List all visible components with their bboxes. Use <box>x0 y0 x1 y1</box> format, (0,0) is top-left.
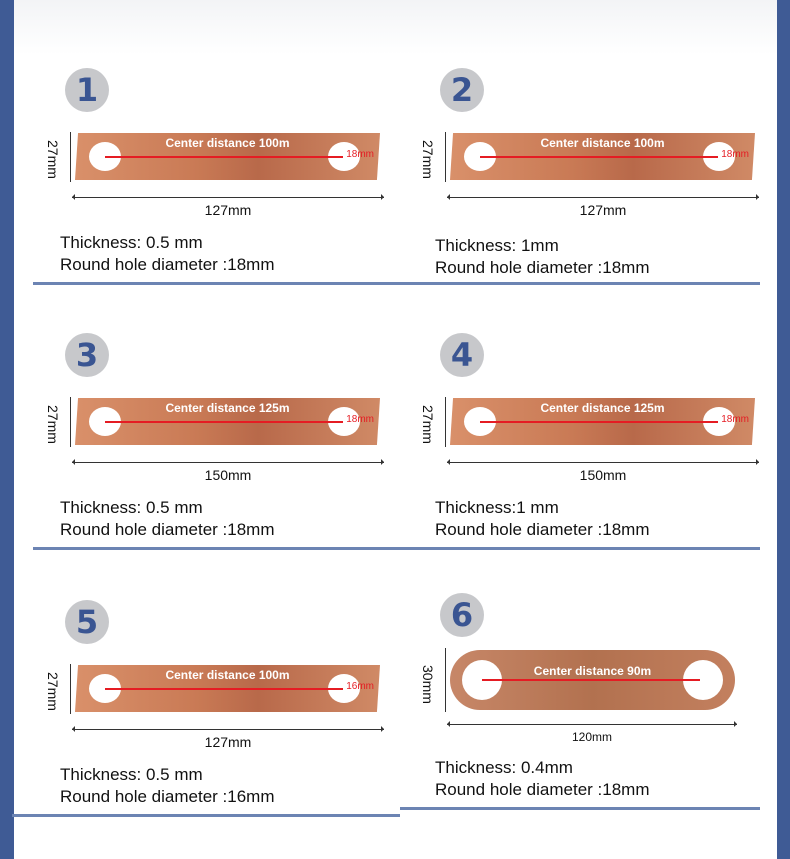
center-distance-label: Center distance 100m <box>540 136 665 150</box>
hole-size-label: 18mm <box>721 149 749 160</box>
length-dimension-arrow <box>72 726 384 732</box>
center-distance-label: Center distance 90m <box>533 664 652 678</box>
top-band <box>14 0 777 55</box>
hole-size-label: 18mm <box>346 149 374 160</box>
copper-strip-image: Center distance 100m 18mm <box>75 133 380 180</box>
thickness-text: Thickness: 1mm <box>435 236 559 255</box>
section-divider <box>33 547 400 550</box>
center-distance-line <box>480 156 718 158</box>
hole-diameter-text: Round hole diameter :16mm <box>60 787 275 806</box>
length-label: 127mm <box>579 202 627 218</box>
number-badge: 3 <box>65 333 109 377</box>
width-label: 27mm <box>45 140 61 179</box>
length-dimension-arrow <box>72 194 384 200</box>
number-badge: 2 <box>440 68 484 112</box>
hole-size-label: 18mm <box>346 414 374 425</box>
center-distance-label: Center distance 125m <box>165 401 290 415</box>
hole-diameter-text: Round hole diameter :18mm <box>435 258 650 277</box>
hole-size-label: 16mm <box>346 681 374 692</box>
thickness-text: Thickness: 0.5 mm <box>60 498 203 517</box>
center-distance-line <box>480 421 718 423</box>
width-dimension-arrow <box>445 397 446 447</box>
width-label: 27mm <box>420 405 436 444</box>
center-distance-line <box>482 679 700 681</box>
number-badge: 6 <box>440 593 484 637</box>
thickness-text: Thickness:1 mm <box>435 498 559 517</box>
number-badge: 1 <box>65 68 109 112</box>
length-dimension-arrow <box>447 721 737 727</box>
hole-diameter-text: Round hole diameter :18mm <box>60 255 275 274</box>
width-label: 27mm <box>45 405 61 444</box>
center-distance-line <box>105 156 343 158</box>
product-panel-6: 6 Center distance 90m 30mm 120mm Thickne… <box>395 585 765 845</box>
length-dimension-arrow <box>447 194 759 200</box>
width-dimension-arrow <box>70 664 71 714</box>
section-divider <box>12 814 400 817</box>
product-panel-4: 4 Center distance 125m 18mm 27mm 150mm T… <box>395 325 765 585</box>
width-label: 27mm <box>45 672 61 711</box>
thickness-text: Thickness: 0.5 mm <box>60 233 203 252</box>
length-dimension-arrow <box>447 459 759 465</box>
length-label: 150mm <box>204 467 252 483</box>
thickness-text: Thickness: 0.4mm <box>435 758 573 777</box>
center-distance-line <box>105 688 343 690</box>
center-distance-label: Center distance 125m <box>540 401 665 415</box>
width-dimension-arrow <box>445 648 446 712</box>
thickness-text: Thickness: 0.5 mm <box>60 765 203 784</box>
copper-strip-image: Center distance 125m 18mm <box>450 398 755 445</box>
copper-strip-image: Center distance 125m 18mm <box>75 398 380 445</box>
copper-strip-image: Center distance 100m 16mm <box>75 665 380 712</box>
product-panel-3: 3 Center distance 125m 18mm 27mm 150mm T… <box>20 325 400 585</box>
product-panel-1: 1 Center distance 100m 18mm 27mm 127mm T… <box>20 60 400 320</box>
length-dimension-arrow <box>72 459 384 465</box>
width-dimension-arrow <box>445 132 446 182</box>
section-divider <box>400 547 760 550</box>
hole-diameter-text: Round hole diameter :18mm <box>60 520 275 539</box>
section-divider <box>33 282 400 285</box>
copper-strip-image: Center distance 100m 18mm <box>450 133 755 180</box>
width-label: 30mm <box>420 665 436 704</box>
length-label: 120mm <box>571 730 612 744</box>
length-label: 127mm <box>204 202 252 218</box>
left-border <box>0 0 14 859</box>
length-label: 150mm <box>579 467 627 483</box>
section-divider <box>400 807 760 810</box>
hole-diameter-text: Round hole diameter :18mm <box>435 780 650 799</box>
number-badge: 4 <box>440 333 484 377</box>
width-label: 27mm <box>420 140 436 179</box>
product-panel-5: 5 Center distance 100m 16mm 27mm 127mm T… <box>12 592 400 852</box>
center-distance-label: Center distance 100m <box>165 136 290 150</box>
product-panel-2: 2 Center distance 100m 18mm 27mm 127mm T… <box>395 60 765 320</box>
hole-diameter-text: Round hole diameter :18mm <box>435 520 650 539</box>
number-badge: 5 <box>65 600 109 644</box>
section-divider <box>400 282 760 285</box>
center-distance-label: Center distance 100m <box>165 668 290 682</box>
width-dimension-arrow <box>70 132 71 182</box>
width-dimension-arrow <box>70 397 71 447</box>
length-label: 127mm <box>204 734 252 750</box>
center-distance-line <box>105 421 343 423</box>
hole-size-label: 18mm <box>721 414 749 425</box>
copper-strip-image: Center distance 90m <box>450 650 735 710</box>
right-border <box>777 0 790 859</box>
